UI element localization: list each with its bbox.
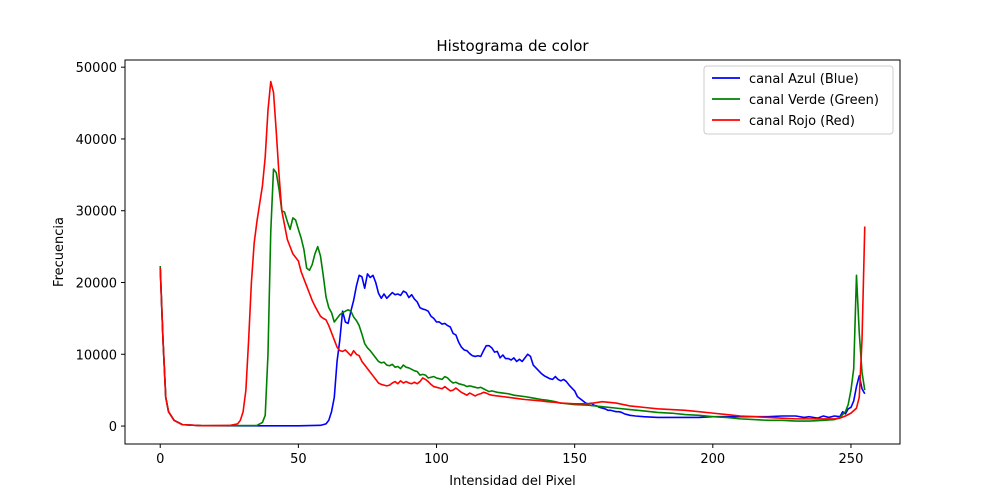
legend-label-2: canal Rojo (Red) bbox=[749, 114, 855, 129]
series-line-0 bbox=[159, 268, 866, 427]
plot-frame bbox=[124, 59, 901, 445]
y-tick-label: 20000 bbox=[76, 277, 117, 292]
series-line-1 bbox=[159, 168, 866, 427]
series-line-2 bbox=[159, 80, 866, 427]
x-tick-label: 100 bbox=[424, 452, 449, 467]
x-tick-label: 200 bbox=[700, 452, 725, 467]
series-layer bbox=[159, 80, 866, 427]
x-tick-label: 250 bbox=[839, 452, 864, 467]
y-tick-label: 40000 bbox=[76, 133, 117, 148]
y-axis-label: Frecuencia bbox=[52, 217, 67, 287]
y-tick-label: 0 bbox=[109, 420, 117, 435]
legend-label-1: canal Verde (Green) bbox=[749, 93, 879, 108]
y-tick-label: 50000 bbox=[76, 61, 117, 76]
x-axis-label: Intensidad del Pixel bbox=[449, 474, 575, 489]
legend-box bbox=[703, 65, 894, 135]
x-tick-label: 150 bbox=[562, 452, 587, 467]
y-tick-label: 30000 bbox=[76, 205, 117, 220]
legend: canal Azul (Blue) canal Verde (Green) cana… bbox=[703, 65, 894, 135]
x-tick-label: 0 bbox=[156, 452, 164, 467]
legend-items: canal Azul (Blue) canal Verde (Green) cana… bbox=[712, 72, 879, 129]
x-axis-ticks: 0 50 100 150 200 250 bbox=[156, 444, 863, 467]
y-tick-label: 10000 bbox=[76, 348, 117, 363]
y-axis-ticks: 0 10000 20000 30000 40000 50000 bbox=[76, 61, 125, 435]
legend-label-0: canal Azul (Blue) bbox=[749, 72, 859, 87]
x-tick-label: 50 bbox=[290, 452, 307, 467]
chart-title: Histograma de color bbox=[436, 37, 589, 55]
